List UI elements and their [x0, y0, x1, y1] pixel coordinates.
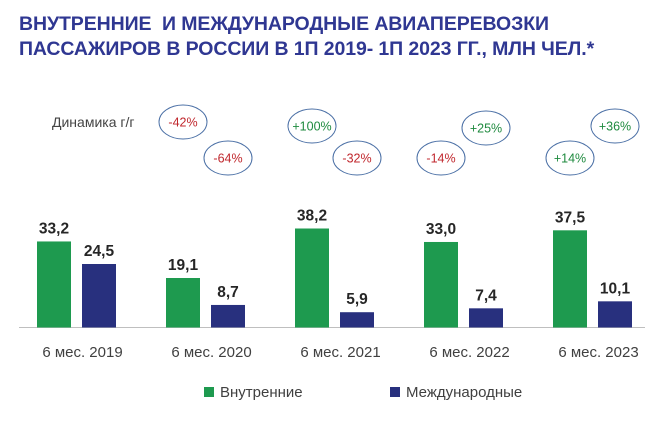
yoy-label-international-2: -32%	[342, 152, 371, 166]
legend-domestic-label: Внутренние	[220, 384, 303, 401]
chart-title-line-1: ВНУТРЕННИЕ И МЕЖДУНАРОДНЫЕ АВИАПЕРЕВОЗКИ	[19, 13, 549, 35]
yoy-bubble-international-4	[590, 108, 640, 144]
data-label-international-1: 8,7	[217, 284, 239, 301]
yoy-label-domestic-2: +100%	[292, 120, 331, 134]
data-label-international-2: 5,9	[346, 291, 368, 308]
bar-domestic-1	[166, 278, 200, 328]
x-tick-label-2: 6 мес. 2021	[300, 344, 380, 361]
data-label-domestic-0: 33,2	[39, 220, 69, 237]
bar-domestic-2	[295, 228, 329, 328]
x-tick-label-0: 6 мес. 2019	[42, 344, 122, 361]
yoy-label-international-3: +25%	[470, 122, 502, 136]
yoy-bubble-domestic-4	[545, 140, 595, 176]
dynamics-label: Динамика г/г	[52, 114, 135, 130]
yoy-label-domestic-3: -14%	[426, 152, 455, 166]
x-tick-label-3: 6 мес. 2022	[429, 344, 509, 361]
bar-international-2	[340, 312, 374, 328]
chart-title-line-2: ПАССАЖИРОВ В РОССИИ В 1П 2019- 1П 2023 Г…	[19, 38, 595, 60]
yoy-label-international-4: +36%	[599, 120, 631, 134]
bar-international-1	[211, 304, 245, 328]
legend-international-swatch	[390, 387, 400, 397]
data-label-domestic-4: 37,5	[555, 209, 586, 226]
yoy-bubble-international-3	[461, 110, 511, 146]
bar-international-4	[598, 301, 632, 328]
legend-domestic-swatch	[204, 387, 214, 397]
data-label-international-4: 10,1	[600, 280, 631, 297]
x-tick-label-1: 6 мес. 2020	[171, 344, 251, 361]
yoy-bubble-domestic-2	[287, 108, 337, 144]
yoy-bubble-international-2	[332, 140, 382, 176]
yoy-bubble-international-1	[203, 140, 253, 176]
yoy-bubble-domestic-3	[416, 140, 466, 176]
chart-title: ВНУТРЕННИЕ И МЕЖДУНАРОДНЫЕ АВИАПЕРЕВОЗКИ…	[19, 12, 644, 62]
data-label-international-3: 7,4	[475, 287, 497, 304]
data-label-domestic-2: 38,2	[297, 208, 327, 225]
bar-domestic-0	[37, 241, 71, 328]
bar-domestic-3	[424, 241, 458, 328]
data-label-domestic-1: 19,1	[168, 257, 199, 274]
legend-international-label: Международные	[406, 384, 522, 401]
bar-international-3	[469, 308, 503, 328]
yoy-label-domestic-4: +14%	[554, 152, 586, 166]
data-label-domestic-3: 33,0	[426, 221, 456, 238]
yoy-label-international-1: -64%	[213, 152, 242, 166]
bar-domestic-4	[553, 230, 587, 328]
bar-international-0	[82, 264, 116, 328]
yoy-bubble-domestic-1	[158, 104, 208, 140]
yoy-label-domestic-1: -42%	[168, 116, 197, 130]
data-label-international-0: 24,5	[84, 243, 115, 260]
x-tick-label-4: 6 мес. 2023	[558, 344, 638, 361]
